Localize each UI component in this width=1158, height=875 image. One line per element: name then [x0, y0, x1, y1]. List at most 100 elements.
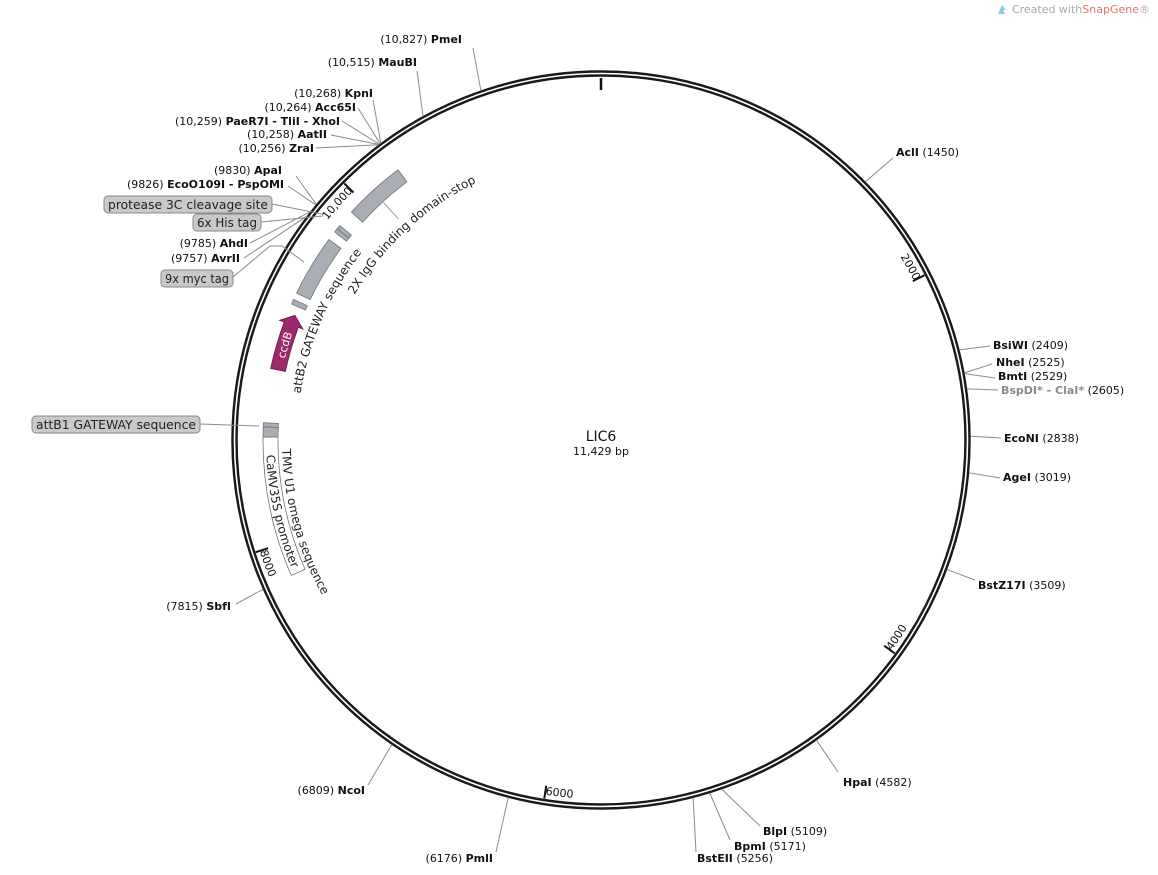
enzyme-site[interactable]: (9757) AvrII: [171, 252, 240, 265]
site-connector: [865, 157, 894, 183]
feature-connector: [199, 423, 260, 427]
svg-text:(10,515) MauBI: (10,515) MauBI: [328, 56, 417, 69]
svg-text:EcoNI (2838): EcoNI (2838): [1004, 432, 1079, 445]
feature-label-box[interactable]: 6x His tag: [192, 213, 262, 232]
feature-label-box[interactable]: protease 3C cleavage site: [103, 195, 273, 214]
svg-text:(7815) SbfI: (7815) SbfI: [166, 600, 231, 613]
feature-camv35s-promoter[interactable]: [262, 436, 306, 576]
feature-box[interactable]: [262, 426, 279, 438]
site-connector: [416, 70, 424, 117]
svg-text:NheI (2525): NheI (2525): [996, 356, 1065, 369]
enzyme-site[interactable]: (10,827) PmeI: [380, 33, 462, 46]
feature-label-box[interactable]: attB1 GATEWAY sequence: [31, 415, 201, 434]
feature-2x-igg-binding-domain-stop[interactable]: [350, 169, 408, 223]
enzyme-name: ApaI: [254, 164, 282, 177]
feature-tmv-u1-omega-sequence[interactable]: [262, 426, 279, 438]
svg-text:BmtI (2529): BmtI (2529): [998, 370, 1067, 383]
enzyme-name: EcoO109I - PspOMI: [167, 178, 284, 191]
feature-9x-myc-tag[interactable]: [296, 238, 342, 301]
enzyme-position: (10,256): [238, 142, 285, 155]
enzyme-position: (9830): [214, 164, 251, 177]
enzyme-name: AhdI: [220, 237, 248, 250]
tick-mark: [912, 274, 925, 282]
site-connector: [966, 388, 999, 391]
feature-box[interactable]: [291, 298, 308, 311]
enzyme-site[interactable]: BsiWI (2409): [993, 339, 1068, 352]
enzyme-position: (2409): [1031, 339, 1068, 352]
enzyme-position: (5256): [736, 852, 773, 865]
snapgene-logo-icon: [997, 5, 1006, 14]
enzyme-name: NheI: [996, 356, 1025, 369]
feature-label-text: attB1 GATEWAY sequence: [36, 418, 196, 432]
enzyme-site[interactable]: HpaI (4582): [843, 776, 912, 789]
site-connector: [964, 363, 993, 374]
tick-mark: [255, 547, 269, 554]
feature-connector: [232, 245, 305, 278]
svg-text:(6176) PmlI: (6176) PmlI: [426, 852, 493, 865]
site-connector: [357, 107, 381, 144]
enzyme-site[interactable]: (10,258) AatII: [247, 128, 327, 141]
site-connector: [243, 215, 308, 259]
feature-box[interactable]: [296, 238, 342, 301]
enzyme-site[interactable]: (7815) SbfI: [166, 600, 231, 613]
enzyme-position: (10,515): [328, 56, 375, 69]
site-connector: [964, 373, 996, 379]
enzyme-site[interactable]: (10,256) ZraI: [238, 142, 314, 155]
enzyme-position: (7815): [166, 600, 203, 613]
enzyme-name: HpaI: [843, 776, 872, 789]
enzyme-site[interactable]: (9830) ApaI: [214, 164, 282, 177]
enzyme-site[interactable]: NheI (2525): [996, 356, 1065, 369]
feature-label-text: 6x His tag: [197, 216, 257, 230]
enzyme-site[interactable]: AgeI (3019): [1003, 471, 1071, 484]
backbone-inner-gap: [233, 72, 969, 808]
tick-label: 6000: [545, 785, 574, 801]
feature-connector: [383, 202, 399, 220]
svg-text:HpaI (4582): HpaI (4582): [843, 776, 912, 789]
attribution-suffix: ®: [1139, 3, 1150, 16]
enzyme-site[interactable]: BlpI (5109): [763, 825, 827, 838]
enzyme-name: BmtI: [998, 370, 1027, 383]
feature-attb2-gateway-sequence[interactable]: [291, 298, 308, 311]
enzyme-site[interactable]: BspDI* - ClaI* (2605): [1001, 384, 1124, 397]
enzyme-site[interactable]: EcoNI (2838): [1004, 432, 1079, 445]
enzyme-position: (5109): [791, 825, 828, 838]
svg-text:(6809) NcoI: (6809) NcoI: [298, 784, 365, 797]
svg-text:(10,827) PmeI: (10,827) PmeI: [380, 33, 462, 46]
enzyme-site[interactable]: (10,268) KpnI: [294, 87, 373, 100]
enzyme-site[interactable]: (6176) PmlI: [426, 852, 493, 865]
enzyme-site[interactable]: (6809) NcoI: [298, 784, 365, 797]
svg-text:BstEII (5256): BstEII (5256): [697, 852, 773, 865]
feature-ccdb[interactable]: ccdB: [270, 314, 304, 373]
site-connector: [372, 99, 382, 144]
backbone: [231, 70, 971, 810]
enzyme-site[interactable]: (10,264) Acc65I: [264, 101, 356, 114]
enzyme-site[interactable]: (10,259) PaeR7I - TliI - XhoI: [175, 115, 340, 128]
enzyme-site[interactable]: (9826) EcoO109I - PspOMI: [127, 178, 284, 191]
feature-label-box[interactable]: 9x myc tag: [160, 269, 234, 288]
enzyme-name: BstEII: [697, 852, 733, 865]
svg-text:(9830) ApaI: (9830) ApaI: [214, 164, 282, 177]
site-connector: [330, 134, 380, 145]
feature-6x-his-tag[interactable]: [334, 228, 350, 242]
enzyme-name: BsiWI: [993, 339, 1028, 352]
enzyme-site[interactable]: (9785) AhdI: [180, 237, 248, 250]
feature-box[interactable]: [350, 169, 408, 223]
enzyme-site[interactable]: BstZ17I (3509): [978, 579, 1066, 592]
feature-box[interactable]: [262, 436, 306, 576]
enzyme-name: BpmI: [734, 840, 766, 853]
ccdB-arrow[interactable]: [270, 314, 304, 373]
enzyme-site[interactable]: BpmI (5171): [734, 840, 806, 853]
enzyme-site[interactable]: (10,515) MauBI: [328, 56, 417, 69]
svg-text:AclI (1450): AclI (1450): [896, 146, 959, 159]
enzyme-position: (2838): [1042, 432, 1079, 445]
enzyme-site[interactable]: BmtI (2529): [998, 370, 1067, 383]
tick-mark: [543, 785, 548, 799]
enzyme-position: (3509): [1029, 579, 1066, 592]
enzyme-site[interactable]: AclI (1450): [896, 146, 959, 159]
enzyme-site[interactable]: BstEII (5256): [697, 852, 773, 865]
enzyme-name: BspDI* - ClaI*: [1001, 384, 1084, 397]
enzyme-name: ZraI: [289, 142, 314, 155]
svg-text:(9826) EcoO109I - PspOMI: (9826) EcoO109I - PspOMI: [127, 178, 284, 191]
enzyme-name: Acc65I: [315, 101, 356, 114]
feature-box[interactable]: [334, 228, 350, 242]
